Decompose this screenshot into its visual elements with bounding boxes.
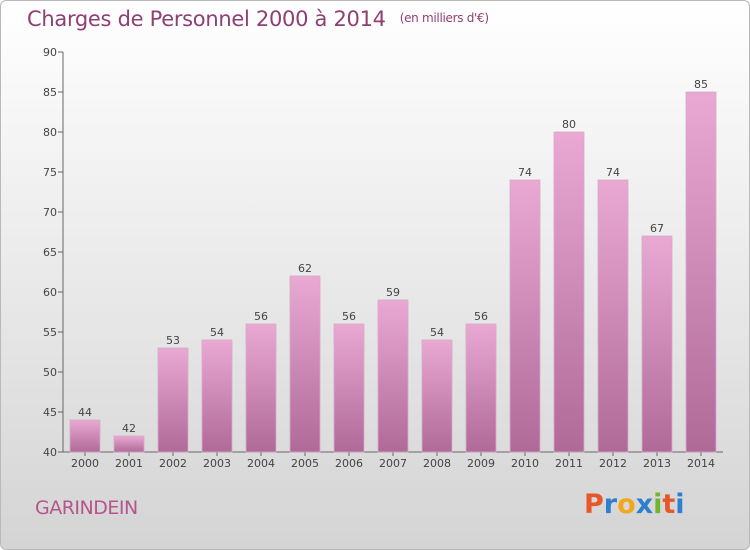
bar <box>421 339 453 453</box>
y-tick-label: 75 <box>43 166 57 179</box>
data-label: 67 <box>650 222 664 235</box>
y-tick-label: 55 <box>43 326 57 339</box>
y-tick-label: 70 <box>43 206 57 219</box>
y-tick-label: 90 <box>43 46 57 59</box>
logo-letter: r <box>603 489 618 520</box>
x-tick-label: 2010 <box>511 457 539 470</box>
data-label: 56 <box>474 310 488 323</box>
x-tick-label: 2011 <box>555 457 583 470</box>
chart-subtitle: (en milliers d'€) <box>399 11 489 25</box>
data-label: 85 <box>694 78 708 91</box>
data-label: 44 <box>78 406 92 419</box>
proxiti-logo[interactable]: Proxiti <box>584 489 685 520</box>
x-tick-label: 2004 <box>247 457 275 470</box>
chart-title: Charges de Personnel 2000 à 2014 (en mill… <box>27 7 489 31</box>
town-name: GARINDEIN <box>35 497 138 519</box>
x-tick-label: 2013 <box>643 457 671 470</box>
x-tick-label: 2009 <box>467 457 495 470</box>
chart-title-text: Charges de Personnel 2000 à 2014 <box>27 7 386 31</box>
x-tick-label: 2003 <box>203 457 231 470</box>
bar <box>685 91 717 453</box>
bar <box>333 323 365 453</box>
logo-letter: i <box>675 489 685 520</box>
bar <box>69 419 101 453</box>
y-tick-label: 80 <box>43 126 57 139</box>
x-tick-label: 2012 <box>599 457 627 470</box>
y-tick-label: 40 <box>43 446 57 459</box>
y-tick-label: 65 <box>43 246 57 259</box>
bar <box>289 275 321 453</box>
x-tick-label: 2008 <box>423 457 451 470</box>
bar <box>553 131 585 453</box>
logo-letter: i <box>653 489 663 520</box>
bar <box>597 179 629 453</box>
data-label: 56 <box>342 310 356 323</box>
bar <box>465 323 497 453</box>
logo-letter: P <box>584 489 604 520</box>
data-label: 53 <box>166 334 180 347</box>
bars <box>69 91 717 453</box>
data-label: 42 <box>122 422 136 435</box>
x-tick-label: 2002 <box>159 457 187 470</box>
data-label: 74 <box>606 166 620 179</box>
data-label: 54 <box>210 326 224 339</box>
logo-letter: x <box>635 489 654 520</box>
y-tick-label: 45 <box>43 406 57 419</box>
x-tick-label: 2007 <box>379 457 407 470</box>
bar <box>377 299 409 453</box>
logo-letter: o <box>617 489 636 520</box>
x-tick-label: 2014 <box>687 457 715 470</box>
y-tick-label: 50 <box>43 366 57 379</box>
y-tick-label: 60 <box>43 286 57 299</box>
bar <box>641 235 673 453</box>
data-label: 59 <box>386 286 400 299</box>
bar <box>509 179 541 453</box>
bar <box>157 347 189 453</box>
labels: 44 2000 42 2001 53 2002 54 2003 56 2004 62 2005 56 20… <box>71 78 715 470</box>
bar <box>245 323 277 453</box>
y-tick-label: 85 <box>43 86 57 99</box>
data-label: 62 <box>298 262 312 275</box>
logo-letter: t <box>662 489 676 520</box>
x-tick-label: 2000 <box>71 457 99 470</box>
x-tick-label: 2005 <box>291 457 319 470</box>
bar <box>201 339 233 453</box>
x-tick-label: 2001 <box>115 457 143 470</box>
data-label: 74 <box>518 166 532 179</box>
data-label: 80 <box>562 118 576 131</box>
data-label: 56 <box>254 310 268 323</box>
x-tick-label: 2006 <box>335 457 363 470</box>
data-label: 54 <box>430 326 444 339</box>
bar <box>113 435 145 453</box>
